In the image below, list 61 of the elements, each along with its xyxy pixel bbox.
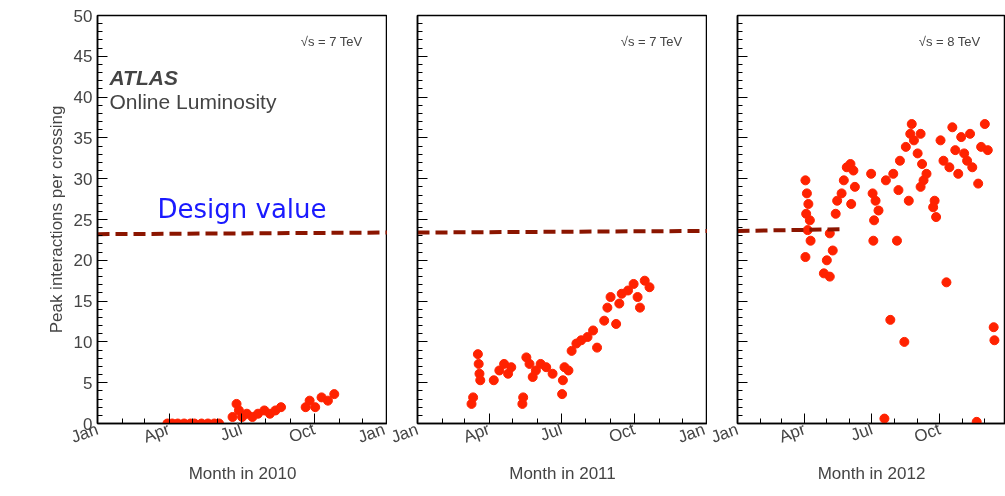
x-tick-label: Jul [848, 419, 876, 445]
annotation: Online Luminosity [109, 89, 277, 113]
point [614, 298, 625, 309]
point [599, 315, 610, 326]
y-tick-label: 5 [83, 373, 93, 393]
y-tick-label: 30 [73, 169, 93, 189]
point [566, 345, 577, 356]
x-tick-label: Jan [355, 419, 388, 447]
point [623, 285, 634, 296]
point [644, 282, 655, 293]
y-tick-label: 15 [73, 292, 93, 312]
point [557, 389, 568, 400]
point [472, 349, 483, 360]
annotation: ATLAS [108, 65, 178, 89]
annotation: √s = 7 TeV [300, 33, 363, 49]
point [602, 302, 613, 313]
x-tick-label: Apr [460, 419, 493, 447]
y-axis-title: Peak interactions per crossing [46, 105, 66, 334]
point [628, 278, 639, 289]
x-tick-label: Oct [911, 419, 944, 447]
point [524, 358, 535, 369]
point [468, 392, 479, 403]
point [530, 365, 541, 376]
point [547, 368, 558, 379]
point [473, 358, 484, 369]
point [563, 365, 574, 376]
y-tick-label: 50 [73, 6, 93, 26]
point [582, 332, 593, 342]
x-axis-title: Month in 2012 [817, 463, 926, 483]
x-tick-label: Jan [675, 419, 708, 447]
x-tick-label: Jul [217, 419, 245, 445]
x-tick-label: Apr [140, 419, 173, 447]
y-tick-label: 20 [73, 251, 93, 271]
point [475, 375, 486, 386]
annotation: √s = 8 TeV [918, 33, 981, 49]
x-axis-title: Month in 2010 [188, 463, 297, 483]
point [557, 375, 568, 386]
point [592, 342, 603, 353]
point [541, 362, 552, 373]
y-tick-label: 35 [73, 128, 93, 148]
point [611, 318, 622, 329]
point [634, 302, 645, 313]
y-tick-label: 10 [73, 332, 93, 352]
annotation: Design value [157, 193, 327, 224]
y-tick-label: 25 [73, 210, 93, 230]
x-tick-label: Oct [606, 419, 638, 447]
point [632, 292, 643, 303]
x-tick-label: Jul [537, 419, 565, 445]
x-tick-label: Jan [708, 419, 741, 447]
point [506, 362, 517, 373]
x-tick-label: Jan [388, 419, 421, 447]
y-tick-label: 45 [73, 47, 93, 67]
point [488, 375, 499, 386]
x-axis-title: Month in 2011 [509, 463, 616, 483]
point [639, 275, 650, 286]
annotation: √s = 7 TeV [620, 33, 683, 49]
point [605, 292, 616, 303]
point [588, 325, 599, 336]
x-tick-label: Oct [286, 419, 318, 447]
y-tick-label: 40 [73, 88, 93, 108]
x-tick-label: Apr [776, 419, 809, 447]
